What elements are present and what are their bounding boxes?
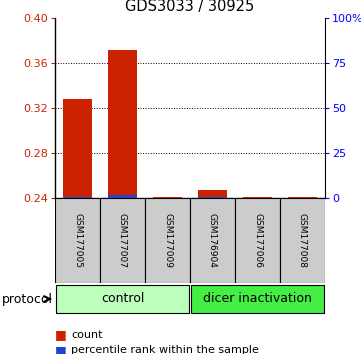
Text: control: control — [101, 292, 144, 306]
Bar — [63, 99, 92, 198]
Text: ■: ■ — [55, 328, 67, 341]
Text: ■: ■ — [55, 344, 67, 354]
Title: GDS3033 / 30925: GDS3033 / 30925 — [125, 0, 255, 14]
Text: GSM177006: GSM177006 — [253, 213, 262, 268]
Bar — [235, 198, 280, 283]
Bar — [108, 50, 137, 198]
Text: count: count — [71, 330, 103, 339]
Text: GSM177005: GSM177005 — [73, 213, 82, 268]
Text: GSM177009: GSM177009 — [163, 213, 172, 268]
Text: GSM177007: GSM177007 — [118, 213, 127, 268]
Bar — [191, 285, 324, 313]
Bar — [55, 198, 100, 283]
Bar — [63, 196, 92, 198]
Text: percentile rank within the sample: percentile rank within the sample — [71, 346, 259, 354]
Bar — [56, 285, 189, 313]
Text: GSM176904: GSM176904 — [208, 213, 217, 268]
Bar — [108, 195, 137, 198]
Bar — [280, 198, 325, 283]
Bar — [198, 197, 227, 198]
Bar — [198, 190, 227, 198]
Bar — [100, 198, 145, 283]
Bar — [145, 198, 190, 283]
Text: protocol: protocol — [2, 292, 53, 306]
Text: GSM177008: GSM177008 — [298, 213, 307, 268]
Text: dicer inactivation: dicer inactivation — [203, 292, 312, 306]
Bar — [190, 198, 235, 283]
